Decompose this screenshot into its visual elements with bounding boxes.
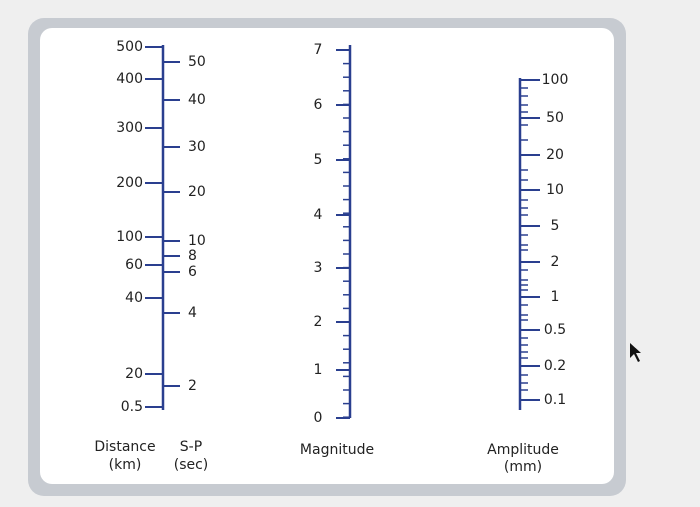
scale-title: (sec) (174, 457, 209, 473)
scales: 5004003002001006040200.5Distance(km)5040… (94, 39, 568, 475)
tick-label: 100 (116, 229, 143, 245)
tick-label: 2 (188, 378, 197, 394)
tick-label: 0 (314, 410, 323, 426)
scale-title: Amplitude (487, 442, 559, 458)
tick-label: 3 (314, 260, 323, 276)
tick-label: 100 (542, 72, 569, 88)
mouse-cursor (630, 343, 641, 362)
tick-label: 20 (546, 147, 564, 163)
tick-label: 50 (188, 54, 206, 70)
tick-label: 40 (125, 290, 143, 306)
tick-label: 300 (116, 120, 143, 136)
tick-label: 4 (314, 207, 323, 223)
tick-label: 0.5 (544, 322, 566, 338)
tick-label: 1 (551, 289, 560, 305)
scale-title: (mm) (504, 459, 542, 475)
tick-label: 6 (188, 264, 197, 280)
scale-title: Magnitude (300, 442, 374, 458)
tick-label: 10 (546, 182, 564, 198)
scale-title: (km) (109, 457, 142, 473)
panel (40, 28, 614, 484)
tick-label: 50 (546, 110, 564, 126)
tick-label: 2 (551, 254, 560, 270)
tick-label: 5 (314, 152, 323, 168)
tick-label: 2 (314, 314, 323, 330)
tick-label: 20 (125, 366, 143, 382)
tick-label: 6 (314, 97, 323, 113)
scale-title: Distance (94, 439, 155, 455)
tick-label: 400 (116, 71, 143, 87)
tick-label: 5 (551, 218, 560, 234)
tick-label: 1 (314, 362, 323, 378)
tick-label: 0.5 (121, 399, 143, 415)
tick-label: 7 (314, 42, 323, 58)
tick-label: 40 (188, 92, 206, 108)
tick-label: 500 (116, 39, 143, 55)
scale-title: S-P (180, 439, 202, 455)
tick-label: 8 (188, 248, 197, 264)
tick-label: 0.1 (544, 392, 566, 408)
tick-label: 0.2 (544, 358, 566, 374)
tick-label: 10 (188, 233, 206, 249)
tick-label: 30 (188, 139, 206, 155)
tick-label: 20 (188, 184, 206, 200)
tick-label: 200 (116, 175, 143, 191)
tick-label: 60 (125, 257, 143, 273)
tick-label: 4 (188, 305, 197, 321)
